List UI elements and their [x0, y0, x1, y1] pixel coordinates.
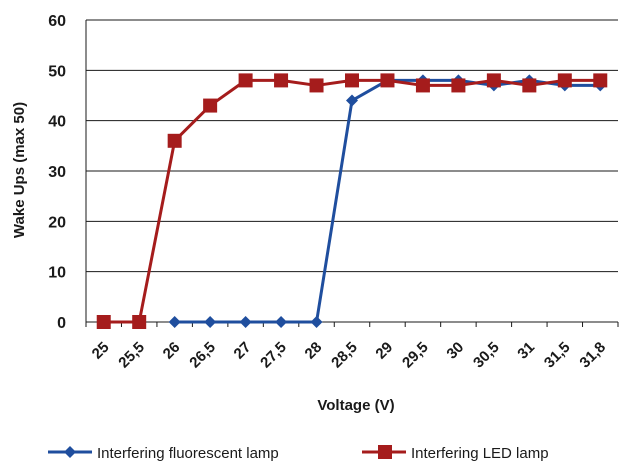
legend: Interfering fluorescent lamp Interfering…	[48, 445, 549, 462]
data-point	[310, 316, 323, 328]
legend-marker-led	[378, 445, 392, 459]
data-point	[204, 316, 217, 328]
data-point	[203, 98, 218, 113]
legend-marker-fluorescent	[64, 446, 76, 458]
data-point	[557, 73, 572, 88]
y-axis-ticks: 0 10 20 30 40 50 60	[48, 13, 66, 332]
x-axis-title: Voltage (V)	[317, 397, 394, 414]
y-tick-label: 0	[57, 315, 66, 332]
x-tick-label: 30,5	[470, 339, 503, 372]
series-layer	[96, 73, 608, 329]
gridlines	[85, 19, 618, 323]
legend-item-fluorescent: Interfering fluorescent lamp	[48, 445, 279, 462]
data-point	[415, 78, 430, 93]
data-point	[96, 315, 111, 329]
y-tick-label: 30	[48, 164, 66, 181]
x-tick-label: 25	[89, 339, 113, 363]
x-tick-label: 31,5	[541, 339, 574, 372]
data-point	[451, 78, 466, 93]
series-1	[168, 74, 607, 328]
y-tick-label: 40	[48, 114, 66, 131]
data-point	[345, 73, 359, 88]
legend-label-led: Interfering LED lamp	[411, 445, 549, 462]
y-tick-label: 20	[48, 214, 66, 231]
x-tick-label: 28	[302, 339, 326, 363]
data-point	[132, 315, 147, 329]
x-tick-label: 29	[372, 339, 396, 363]
y-tick-label: 10	[48, 265, 66, 282]
legend-label-fluorescent: Interfering fluorescent lamp	[97, 445, 279, 462]
series-2	[96, 73, 608, 329]
x-axis-ticks: 25 25,5 26 26,5 27 27,5 28 28,5 29 29,5 30 30,5 31 31…	[85, 322, 619, 372]
x-tick-label: 30	[443, 339, 467, 363]
data-point	[275, 316, 288, 328]
x-tick-label: 27	[231, 339, 255, 363]
data-point	[486, 73, 501, 88]
x-tick-label: 29,5	[399, 339, 432, 372]
x-tick-label: 28,5	[328, 339, 361, 372]
legend-item-led: Interfering LED lamp	[362, 445, 549, 462]
data-point	[309, 78, 324, 93]
x-tick-label: 31	[514, 339, 538, 363]
x-tick-label: 26	[160, 339, 184, 363]
data-point	[346, 94, 358, 107]
x-tick-label: 27,5	[257, 339, 290, 372]
y-tick-label: 50	[48, 63, 66, 80]
data-point	[522, 78, 537, 93]
data-point	[238, 73, 253, 88]
data-point	[239, 316, 252, 328]
x-tick-label: 25,5	[115, 339, 148, 372]
data-point	[380, 73, 395, 88]
data-point	[593, 73, 608, 88]
series-line	[174, 78, 601, 324]
x-tick-label: 31,8	[576, 339, 609, 372]
y-axis-title: Wake Ups (max 50)	[11, 102, 28, 238]
series-line	[103, 78, 601, 324]
data-point	[167, 133, 182, 148]
y-tick-label: 60	[48, 13, 66, 30]
x-tick-label: 26,5	[186, 339, 219, 372]
data-point	[168, 316, 181, 328]
data-point	[274, 73, 289, 88]
